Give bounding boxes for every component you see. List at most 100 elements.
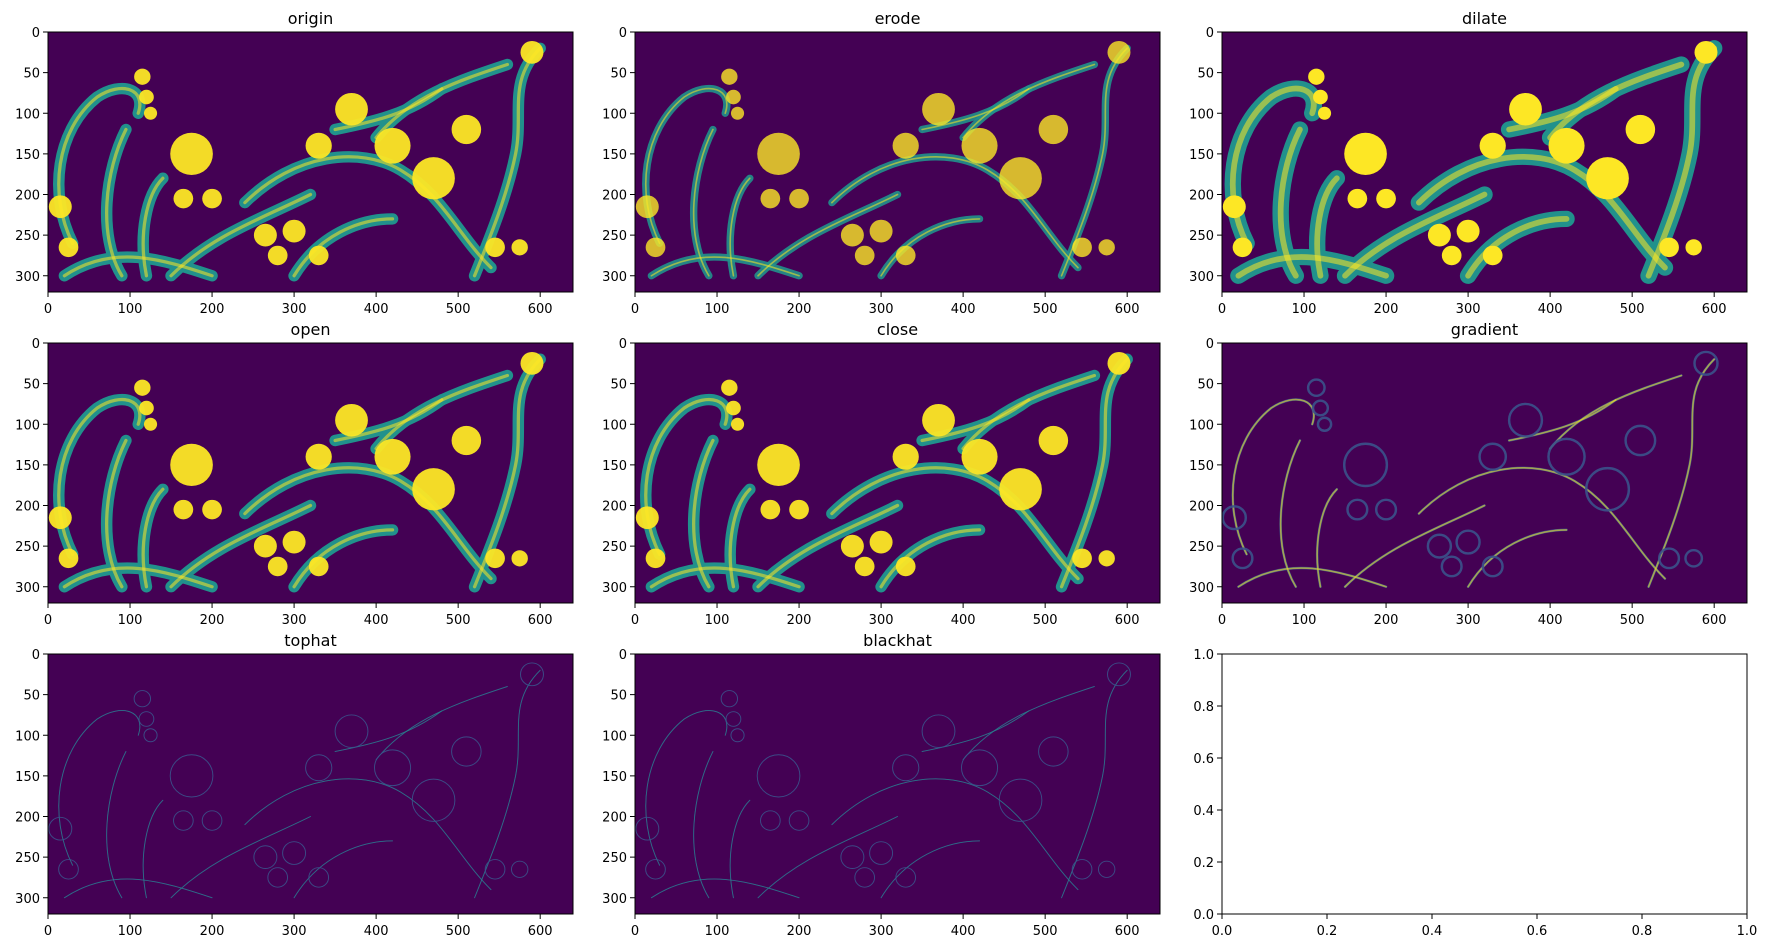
x-tick-label: 200	[200, 302, 225, 317]
x-tick-label: 600	[528, 613, 553, 628]
ornament-blob	[1222, 195, 1246, 219]
ornament-blob	[511, 550, 528, 567]
ornament-blob	[58, 237, 79, 258]
ornament-highlight	[58, 710, 141, 866]
ornament-highlight	[650, 256, 800, 277]
y-tick-label: 100	[602, 418, 627, 433]
ornament-blob	[1232, 237, 1253, 258]
ornament-ring	[998, 778, 1043, 822]
y-tick-label: 150	[15, 459, 40, 474]
y-tick-label: 200	[15, 189, 40, 204]
ornament-highlight	[142, 799, 164, 899]
ornament-blob	[1344, 132, 1387, 175]
image-content	[48, 40, 546, 282]
plot-area	[1222, 654, 1747, 914]
y-tick-label: 0	[32, 337, 40, 352]
ornament-ring	[1231, 547, 1254, 570]
ornament-blob	[1098, 550, 1115, 567]
ornament-highlight	[1237, 567, 1387, 588]
x-tick-label: 200	[1374, 613, 1399, 628]
ornament-ring	[253, 845, 278, 869]
ornament-blob	[170, 132, 213, 175]
ornament-ring	[169, 754, 214, 798]
y-tick-label: 50	[23, 67, 40, 82]
ornament-highlight	[645, 710, 728, 866]
y-tick-label: 200	[1189, 189, 1214, 204]
ornament-ring	[1311, 399, 1330, 417]
x-tick-label: 200	[787, 302, 812, 317]
ornament-highlight	[650, 878, 800, 899]
ornament-ring	[484, 859, 506, 880]
ornament-blob	[730, 106, 745, 120]
ornament-blob	[869, 219, 893, 243]
ornament-blob	[48, 195, 72, 219]
x-tick-label: 0.4	[1422, 924, 1443, 939]
x-tick-label: 600	[528, 924, 553, 939]
ornament-ring	[756, 754, 801, 798]
ornament-highlight	[293, 840, 393, 899]
ornament-ring	[373, 749, 412, 787]
ornament-blob	[726, 89, 741, 105]
ornament-blob	[1107, 351, 1131, 375]
y-tick-label: 250	[1189, 540, 1214, 555]
x-tick-label: 0	[631, 613, 639, 628]
ornament-highlight	[62, 255, 214, 278]
ornament-blob	[999, 468, 1042, 511]
x-tick-label: 0	[44, 924, 52, 939]
y-tick-label: 250	[602, 540, 627, 555]
ornament-blob	[412, 468, 455, 511]
ornament-blob	[721, 68, 738, 85]
x-tick-label: 500	[446, 302, 471, 317]
subplot-title: gradient	[1451, 320, 1518, 339]
ornament-highlight	[472, 357, 542, 589]
ornament-ring	[760, 810, 781, 831]
ornament-blob	[999, 157, 1042, 200]
ornament-blob	[170, 443, 213, 486]
ornament-ring	[1478, 442, 1508, 471]
ornament-ring	[58, 859, 79, 880]
y-tick-label: 200	[15, 811, 40, 826]
ornament-blob	[139, 400, 154, 416]
y-tick-label: 0	[619, 26, 627, 41]
y-tick-label: 100	[602, 107, 627, 122]
ornament-highlight	[1060, 47, 1129, 277]
x-tick-label: 300	[282, 302, 307, 317]
x-tick-label: 200	[787, 613, 812, 628]
y-tick-label: 100	[15, 418, 40, 433]
ornament-highlight	[962, 686, 1095, 761]
ornament-blob	[645, 237, 666, 258]
ornament-blob	[789, 499, 809, 520]
ornament-highlight	[333, 87, 444, 132]
y-tick-label: 300	[1189, 581, 1214, 596]
y-tick-label: 0	[32, 648, 40, 663]
ornament-blob	[134, 379, 151, 396]
ornament-ring	[921, 714, 956, 748]
ornament-blob	[1038, 425, 1069, 456]
ornament-blob	[1317, 106, 1332, 120]
ornament-blob	[305, 443, 332, 470]
ornament-ring	[1097, 860, 1116, 878]
ornament-ring	[1071, 859, 1093, 880]
y-tick-label: 0	[32, 26, 40, 41]
ornament-ring	[1657, 547, 1681, 570]
ornament-blob	[308, 556, 329, 577]
ornament-ring	[895, 867, 917, 888]
ornament-highlight	[1342, 191, 1488, 279]
ornament-blob	[374, 438, 411, 475]
x-tick-label: 600	[1115, 924, 1140, 939]
image-content	[635, 40, 1131, 280]
ornament-blob	[635, 195, 659, 219]
ornament-ring	[411, 778, 456, 822]
x-tick-label: 600	[1702, 302, 1727, 317]
ornament-blob	[1694, 40, 1718, 64]
ornament-blob	[854, 245, 875, 266]
x-tick-label: 600	[528, 302, 553, 317]
y-tick-label: 100	[1189, 418, 1214, 433]
y-tick-label: 50	[610, 378, 627, 393]
ornament-ring	[267, 867, 289, 888]
ornament-highlight	[169, 503, 313, 589]
ornament-blob	[1347, 188, 1368, 209]
x-tick-label: 100	[118, 924, 143, 939]
subplot-origin: 0 100 200 300 400 500 600 0 50 100 150 200 250 300 ori…	[15, 9, 574, 317]
